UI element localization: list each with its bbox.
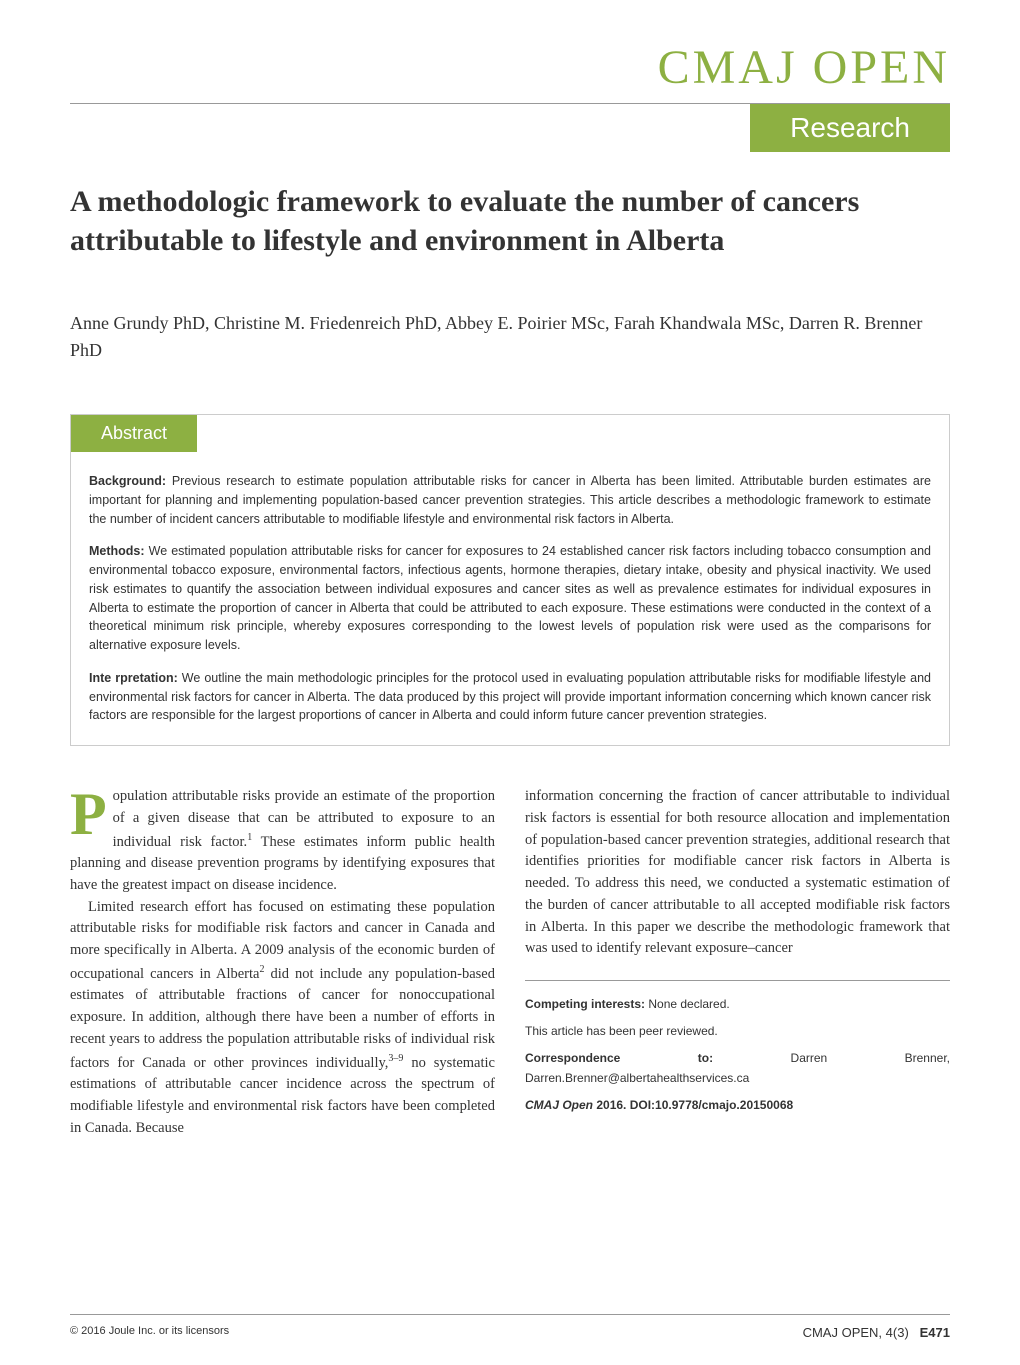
abstract-box: Abstract Background: Previous research t… xyxy=(70,414,950,746)
article-info-box: Competing interests: None declared. This… xyxy=(525,980,950,1137)
abstract-background: Background: Previous research to estimat… xyxy=(89,472,931,528)
citation-journal: CMAJ Open xyxy=(525,1098,593,1112)
competing-interests: Competing interests: None declared. xyxy=(525,995,950,1014)
body-paragraph-2: Limited research effort has focused on e… xyxy=(70,897,495,1140)
article-title: A methodologic framework to evaluate the… xyxy=(70,182,950,260)
interpretation-label: Inte rpretation: xyxy=(89,671,178,685)
abstract-methods: Methods: We estimated population attribu… xyxy=(89,542,931,655)
background-label: Background: xyxy=(89,474,166,488)
body-paragraph-1: Population attributable risks provide an… xyxy=(70,786,495,897)
abstract-interpretation: Inte rpretation: We outline the main met… xyxy=(89,669,931,725)
author-list: Anne Grundy PhD, Christine M. Friedenrei… xyxy=(70,310,950,364)
left-column: Population attributable risks provide an… xyxy=(70,786,495,1139)
page-number: E471 xyxy=(920,1325,950,1340)
abstract-content: Background: Previous research to estimat… xyxy=(71,452,949,745)
body-columns: Population attributable risks provide an… xyxy=(70,786,950,1139)
journal-name: CMAJ OPEN xyxy=(658,41,950,94)
citation: CMAJ Open 2016. DOI:10.9778/cmajo.201500… xyxy=(525,1096,950,1115)
page-footer: © 2016 Joule Inc. or its licensors CMAJ … xyxy=(70,1314,950,1340)
copyright-text: © 2016 Joule Inc. or its licensors xyxy=(70,1325,229,1340)
citation-3-9: 3–9 xyxy=(388,1053,403,1064)
section-badge: Research xyxy=(750,104,950,152)
dropcap: P xyxy=(70,786,113,837)
journal-reference: CMAJ OPEN, 4(3) xyxy=(803,1325,909,1340)
competing-label: Competing interests: xyxy=(525,997,645,1011)
peer-review-note: This article has been peer reviewed. xyxy=(525,1022,950,1041)
interpretation-text: We outline the main methodologic princip… xyxy=(89,671,931,723)
citation-text: 2016. DOI:10.9778/cmajo.20150068 xyxy=(593,1098,793,1112)
methods-label: Methods: xyxy=(89,544,145,558)
competing-text: None declared. xyxy=(645,997,730,1011)
journal-header: CMAJ OPEN xyxy=(70,40,950,95)
right-column: information concerning the fraction of c… xyxy=(525,786,950,1139)
correspondence-label: Correspondence to: xyxy=(525,1051,713,1065)
background-text: Previous research to estimate population… xyxy=(89,474,931,526)
methods-text: We estimated population attributable ris… xyxy=(89,544,931,652)
correspondence: Correspondence to: Darren Brenner, Darre… xyxy=(525,1049,950,1087)
body-paragraph-3: information concerning the fraction of c… xyxy=(525,786,950,960)
page-container: CMAJ OPEN Research A methodologic framew… xyxy=(0,0,1020,1365)
footer-right: CMAJ OPEN, 4(3) E471 xyxy=(803,1325,950,1340)
abstract-heading: Abstract xyxy=(71,415,197,452)
